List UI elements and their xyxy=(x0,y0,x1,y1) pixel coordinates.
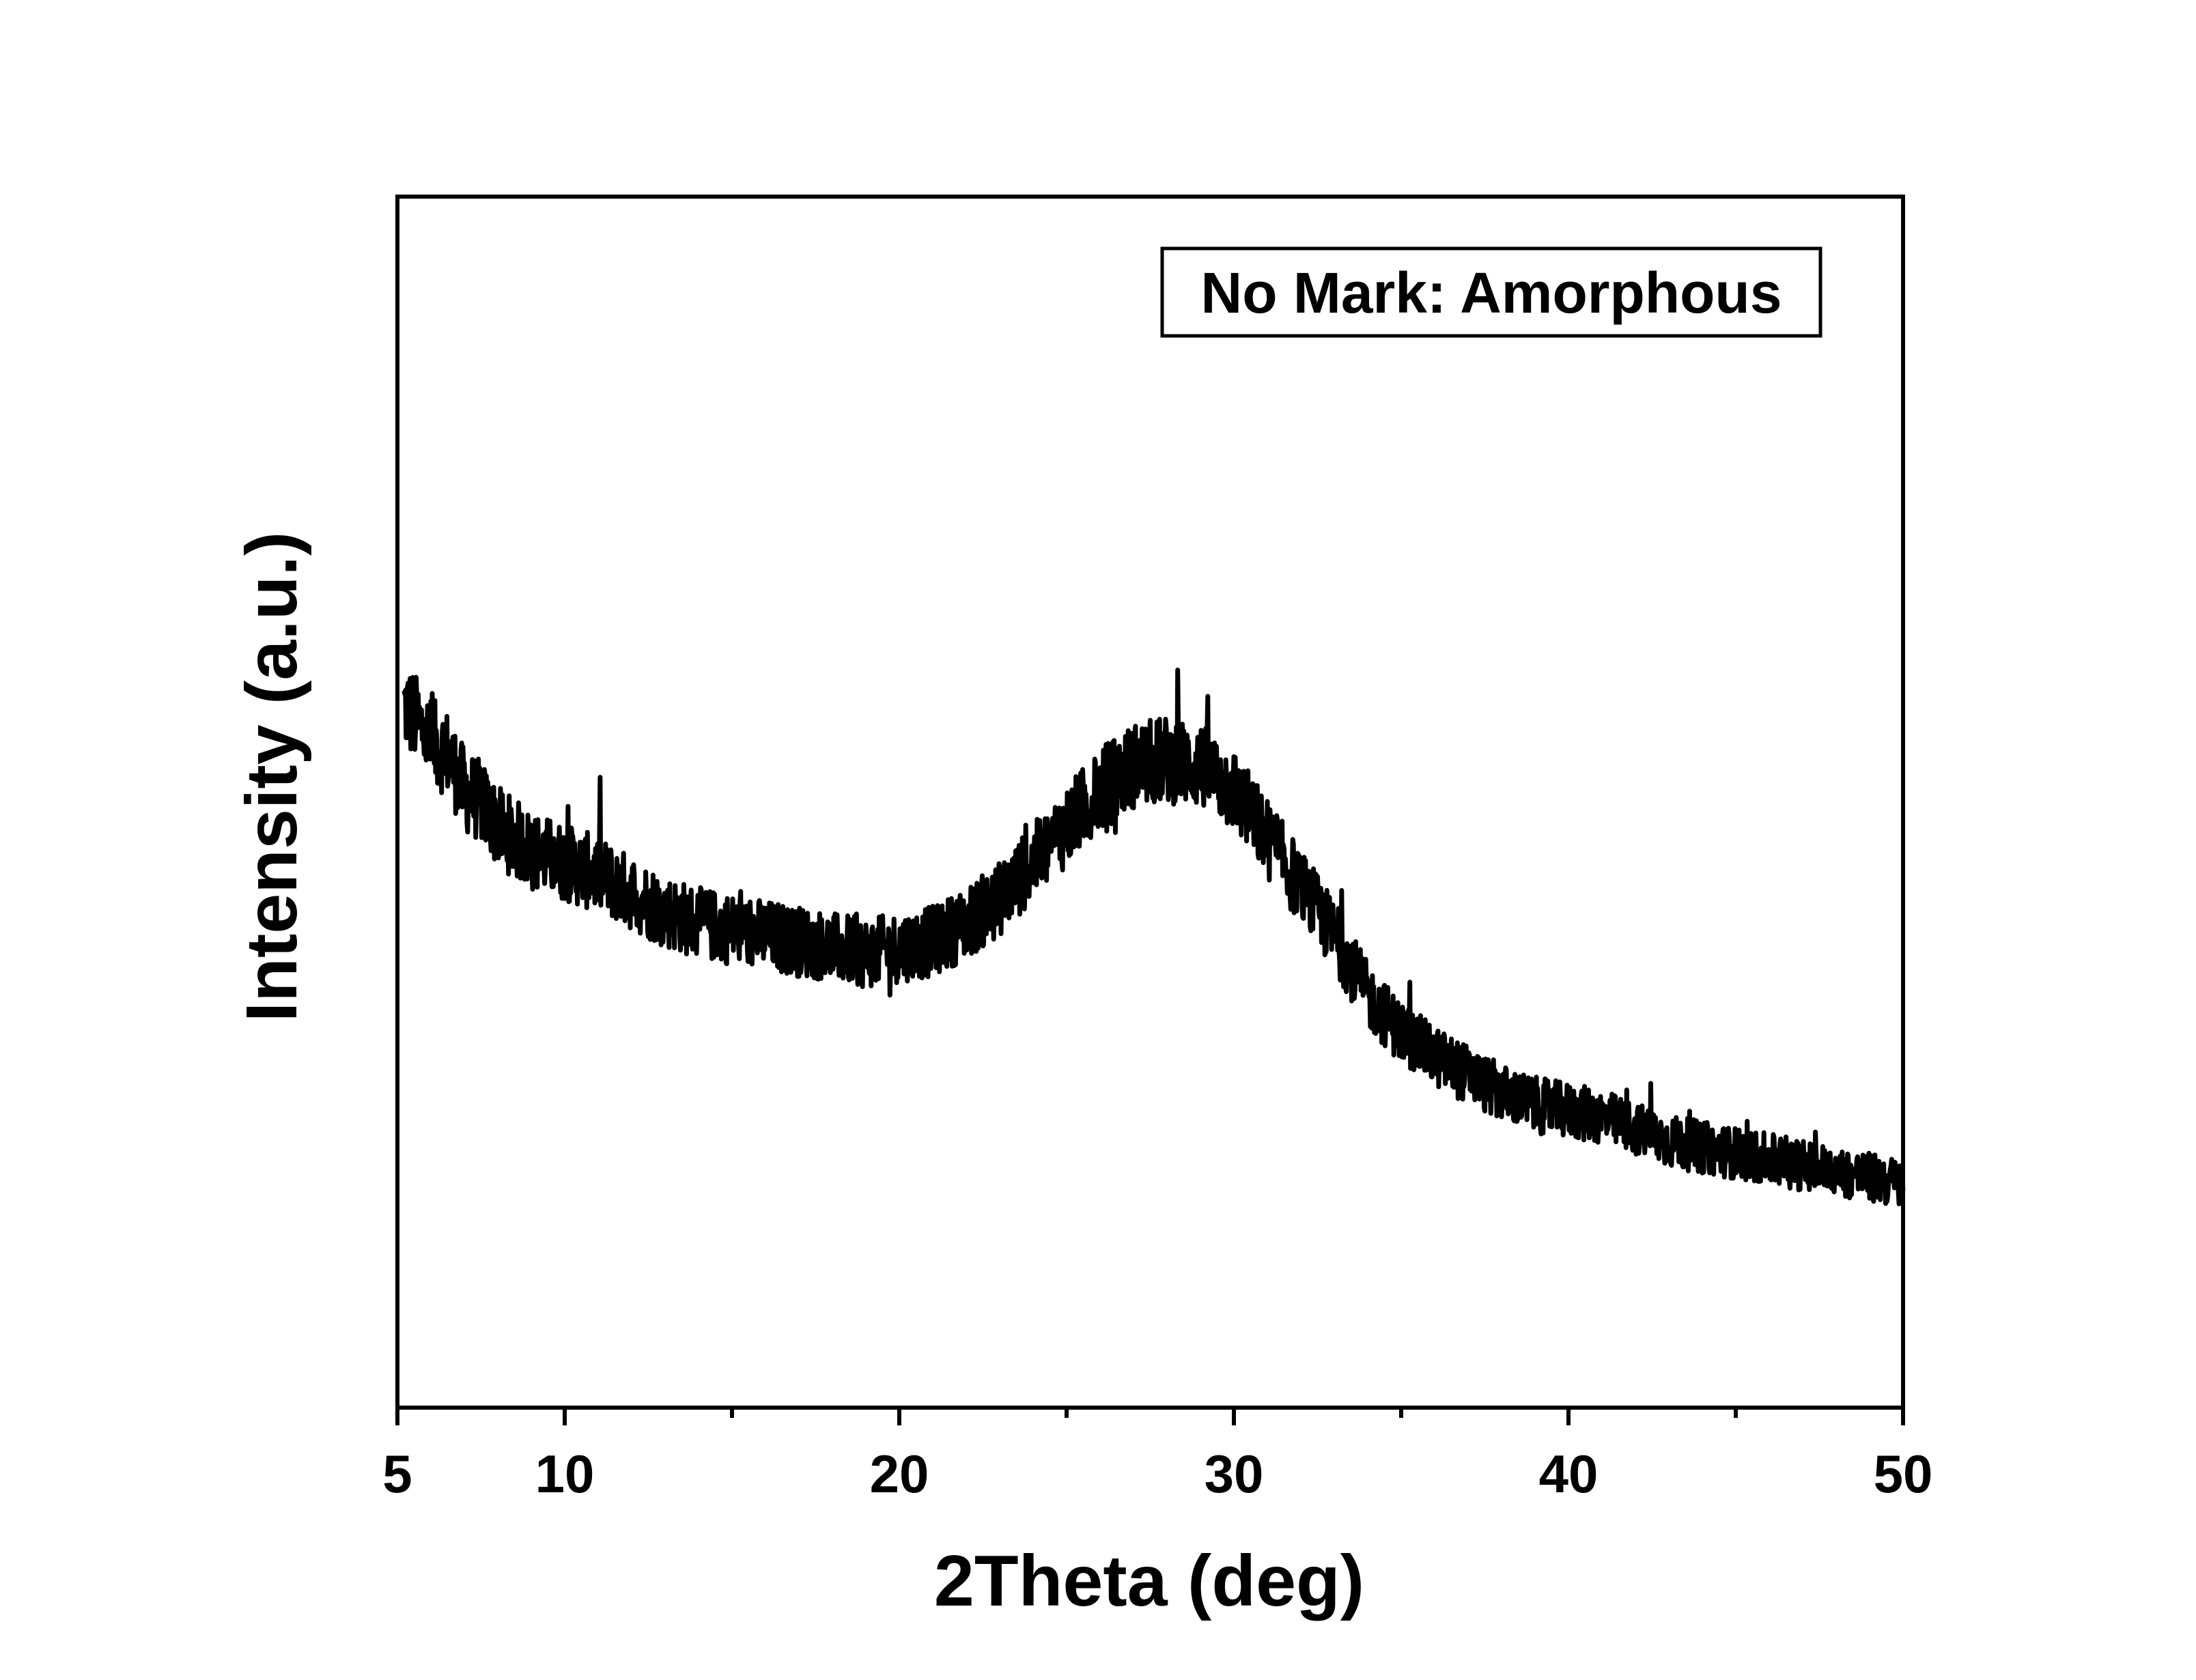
xrd-series-line xyxy=(402,668,1906,1207)
x-tick-label: 5 xyxy=(382,1444,412,1504)
x-axis-tick-labels: 5 10 20 30 40 50 xyxy=(382,1444,1932,1504)
y-axis-title: Intensity (a.u.) xyxy=(231,532,312,1023)
x-axis-ticks xyxy=(395,1408,1905,1425)
legend-box: No Mark: Amorphous xyxy=(1160,246,1822,338)
plot-frame xyxy=(395,195,1905,1410)
x-tick-label: 10 xyxy=(535,1444,595,1504)
x-tick-label: 50 xyxy=(1874,1444,1933,1504)
series-layer xyxy=(402,668,1906,1207)
x-tick-label: 40 xyxy=(1539,1444,1599,1504)
x-axis-title: 2Theta (deg) xyxy=(934,1541,1364,1621)
x-tick-label: 30 xyxy=(1205,1444,1264,1504)
x-tick-label: 20 xyxy=(870,1444,929,1504)
legend-text: No Mark: Amorphous xyxy=(1201,261,1782,325)
legend-frame xyxy=(1160,246,1822,338)
